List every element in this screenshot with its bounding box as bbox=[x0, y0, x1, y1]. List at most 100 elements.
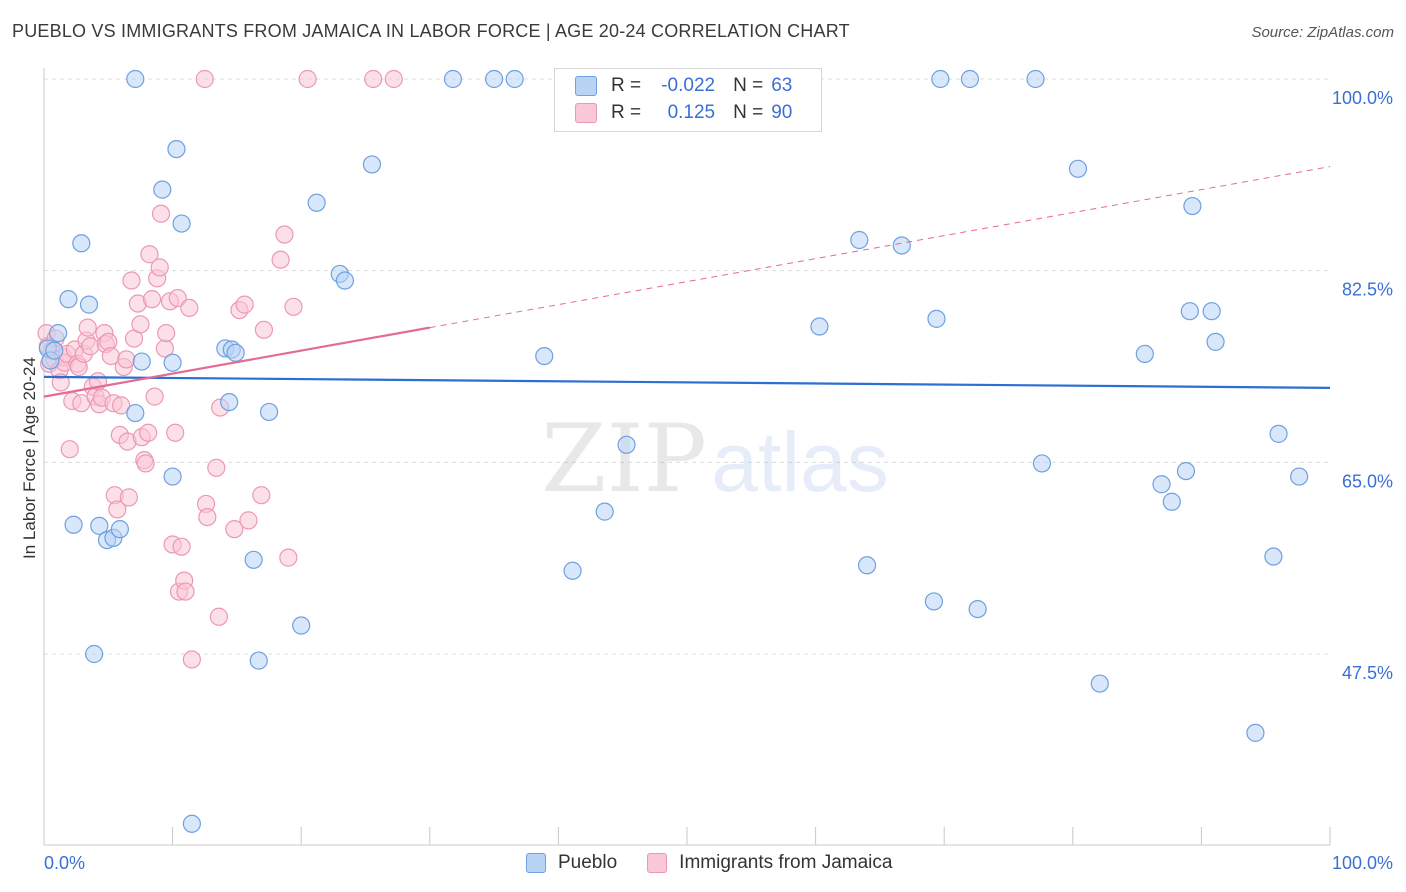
pueblo-point bbox=[535, 346, 554, 366]
pueblo-point bbox=[1090, 674, 1109, 693]
jamaica-point bbox=[136, 454, 155, 473]
pueblo-point bbox=[167, 139, 186, 159]
tick-labels: 47.5% 65.0% 82.5% 100.0% 0.0% 100.0% bbox=[44, 88, 1393, 873]
jamaica-point bbox=[298, 69, 317, 89]
pueblo-point bbox=[892, 236, 911, 255]
jamaica-point bbox=[207, 458, 226, 477]
jamaica-point bbox=[122, 271, 141, 290]
chart-title: PUEBLO VS IMMIGRANTS FROM JAMAICA IN LAB… bbox=[12, 21, 850, 41]
legend-label-jamaica: Immigrants from Jamaica bbox=[679, 852, 893, 873]
jamaica-point bbox=[78, 318, 97, 337]
pueblo-point bbox=[132, 352, 151, 371]
pueblo-point bbox=[172, 214, 191, 233]
pueblo-point bbox=[1068, 159, 1088, 178]
pueblo-point bbox=[1264, 547, 1283, 566]
jamaica-point bbox=[284, 297, 303, 316]
jamaica-point bbox=[112, 396, 131, 415]
n-label: N = bbox=[733, 75, 764, 96]
jamaica-point bbox=[81, 337, 100, 356]
jamaica-trend-line bbox=[43, 326, 430, 398]
pueblo-point bbox=[1183, 196, 1202, 216]
pueblo-point bbox=[1026, 69, 1045, 89]
pueblo-point bbox=[960, 69, 980, 89]
pueblo-point bbox=[182, 814, 201, 833]
pueblo-point bbox=[59, 290, 78, 309]
jamaica-point bbox=[60, 440, 79, 459]
jamaica-point bbox=[239, 511, 258, 530]
jamaica-point bbox=[198, 507, 217, 527]
pueblo-point bbox=[153, 180, 172, 199]
pueblo-point bbox=[1135, 344, 1154, 364]
legend-row-jamaica: R = 0.125 N = 90 bbox=[575, 100, 792, 126]
y-tick-label: 82.5% bbox=[1342, 280, 1393, 300]
pueblo-point bbox=[931, 69, 950, 89]
watermark: ZIP atlas bbox=[541, 405, 889, 514]
jamaica-swatch bbox=[575, 103, 597, 123]
n-label: N = bbox=[733, 102, 764, 123]
trend-lines bbox=[43, 166, 1331, 398]
jamaica-point bbox=[151, 204, 171, 223]
jamaica-point bbox=[195, 69, 214, 89]
jamaica-point bbox=[180, 298, 199, 318]
pueblo-swatch bbox=[575, 76, 597, 96]
y-tick-label: 100.0% bbox=[1332, 88, 1393, 108]
jamaica-point bbox=[117, 350, 136, 369]
pueblo-point bbox=[968, 599, 987, 619]
jamaica-point bbox=[279, 548, 298, 567]
pueblo-point bbox=[1152, 475, 1171, 494]
pueblo-point bbox=[1032, 454, 1052, 473]
jamaica-point bbox=[119, 488, 138, 507]
pueblo-point bbox=[335, 271, 355, 290]
jamaica-point bbox=[166, 423, 185, 442]
jamaica-point bbox=[176, 582, 195, 601]
jamaica-point bbox=[139, 423, 158, 442]
n-value-pueblo: 63 bbox=[771, 75, 793, 96]
x-tick-label: 0.0% bbox=[44, 853, 85, 873]
pueblo-point bbox=[505, 69, 524, 89]
pueblo-point bbox=[126, 403, 145, 423]
pueblo-point bbox=[924, 592, 944, 611]
pueblo-point bbox=[292, 616, 311, 635]
jamaica-point bbox=[172, 537, 191, 556]
jamaica-point bbox=[271, 250, 290, 269]
pueblo-point bbox=[485, 69, 504, 89]
pueblo-point bbox=[1180, 302, 1199, 321]
pueblo-point bbox=[1246, 723, 1265, 742]
legend-label-pueblo: Pueblo bbox=[558, 852, 618, 873]
axes bbox=[43, 68, 1331, 846]
y-axis-label: In Labor Force | Age 20-24 bbox=[20, 357, 39, 559]
series-legend: Pueblo Immigrants from Jamaica bbox=[526, 852, 922, 874]
jamaica-point bbox=[157, 323, 176, 343]
pueblo-point bbox=[857, 556, 877, 575]
pueblo-point bbox=[1269, 424, 1288, 443]
pueblo-point bbox=[927, 309, 946, 328]
jamaica-point bbox=[384, 69, 403, 89]
pueblo-point bbox=[1206, 332, 1225, 351]
pueblo-point bbox=[110, 520, 129, 539]
pueblo-point bbox=[244, 550, 263, 569]
pueblo-point bbox=[595, 502, 614, 521]
pueblo-point bbox=[1202, 302, 1221, 321]
pueblo-point bbox=[1290, 467, 1309, 486]
jamaica-trend-extension bbox=[429, 166, 1331, 329]
pueblo-point bbox=[226, 343, 245, 362]
pueblo-point bbox=[810, 317, 829, 336]
pueblo-point bbox=[307, 193, 326, 212]
pueblo-point bbox=[850, 230, 869, 250]
pueblo-point bbox=[362, 155, 382, 174]
watermark-zip: ZIP bbox=[541, 405, 707, 514]
jamaica-point bbox=[108, 500, 127, 519]
r-label: R = bbox=[611, 102, 642, 123]
r-label: R = bbox=[611, 75, 642, 96]
pueblo-point bbox=[163, 467, 182, 486]
pueblo-trend-line bbox=[43, 375, 1331, 389]
x-tick-label: 100.0% bbox=[1332, 853, 1393, 873]
legend-item-pueblo: Pueblo bbox=[526, 852, 617, 874]
jamaica-point bbox=[140, 245, 159, 264]
pueblo-points bbox=[38, 69, 1309, 833]
correlation-legend: R = -0.022 N = 63 R = 0.125 N = 90 bbox=[554, 68, 822, 132]
r-value-jamaica: 0.125 bbox=[667, 102, 716, 123]
source-label: Source: ZipAtlas.com bbox=[1251, 24, 1394, 41]
pueblo-point bbox=[563, 561, 582, 580]
jamaica-point bbox=[145, 387, 164, 406]
